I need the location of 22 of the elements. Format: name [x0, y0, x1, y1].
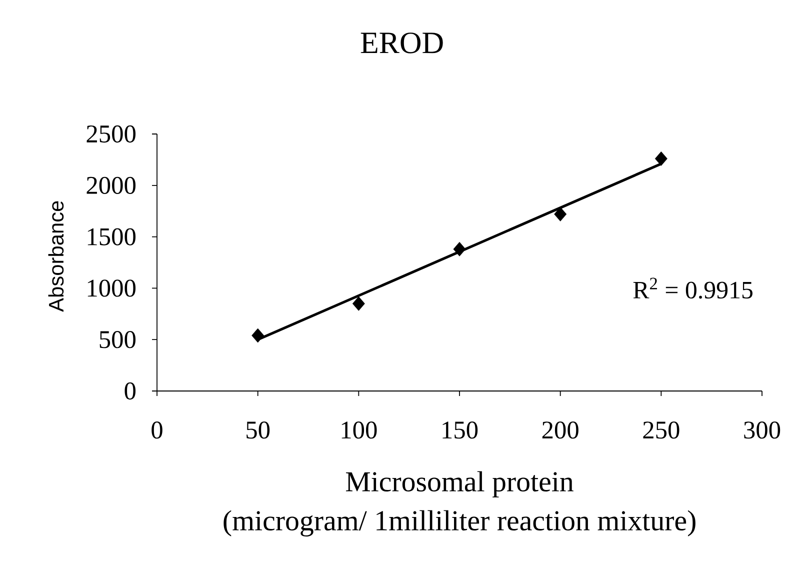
y-tick-label: 1000 [88, 280, 136, 297]
x-tick-label: 150 [442, 422, 478, 439]
y-tick-label: 500 [100, 331, 136, 348]
annotation: R$^{2}$ = 0.9915 [633, 278, 752, 299]
x-tick-label: 200 [542, 422, 578, 439]
x-tick-label: 0 [152, 422, 162, 439]
chart-title: EROD [360, 32, 443, 54]
point [453, 242, 466, 256]
point [352, 296, 365, 311]
y-tick-label: 2500 [86, 125, 136, 143]
x-tick-label: 250 [643, 422, 680, 439]
x-tick-label: 300 [744, 422, 780, 439]
point [252, 328, 264, 343]
y-tick-label: 1500 [88, 228, 136, 246]
x-tick-label: 50 [246, 422, 270, 439]
x-tick-label: 100 [342, 422, 377, 439]
y-axis-title: Absorbance [48, 201, 64, 312]
point [554, 206, 567, 222]
x-axis-title: Microsomal protein (microgram/ 1milliliter reaction mixture) [224, 471, 696, 536]
y-tick-label: 0 [124, 382, 136, 400]
point [654, 151, 668, 166]
y-tick-label: 2000 [86, 176, 136, 194]
